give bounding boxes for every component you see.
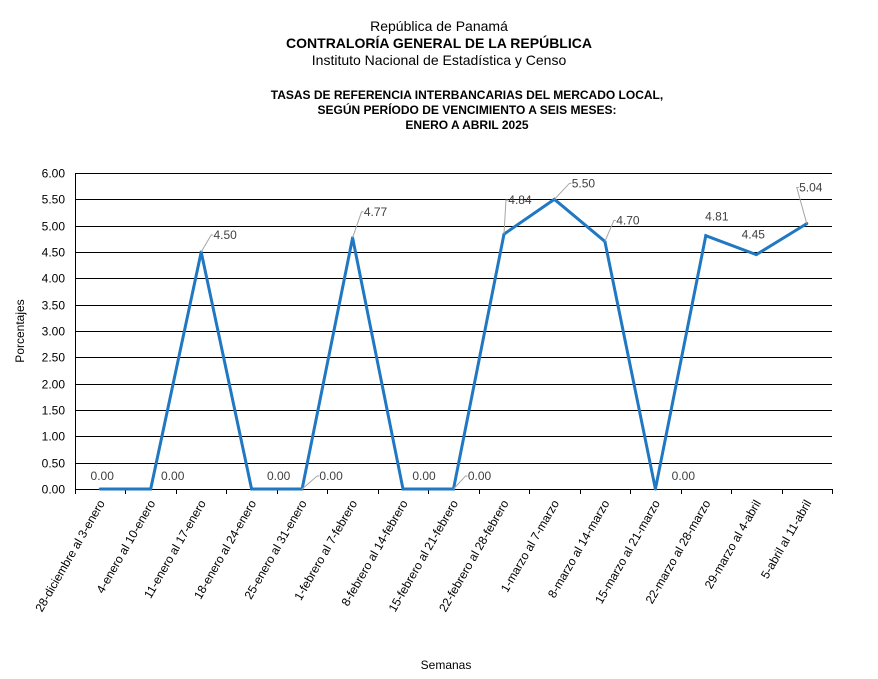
data-point xyxy=(754,253,758,257)
label-leader-line xyxy=(453,475,468,490)
chart-title-line2: SEGÚN PERÍODO DE VENCIMIENTO A SEIS MESE… xyxy=(317,103,617,117)
data-label: 0.00 xyxy=(161,469,185,483)
data-label: 4.50 xyxy=(213,228,237,242)
data-label: 0.00 xyxy=(468,469,492,483)
data-point xyxy=(653,487,657,491)
y-tick-label: 6.00 xyxy=(42,167,66,181)
label-leader-line xyxy=(796,187,808,224)
y-tick-label: 3.00 xyxy=(42,325,66,339)
data-label: 0.00 xyxy=(267,469,291,483)
label-leader-line xyxy=(301,475,320,490)
x-tick-label: 29-marzo al 4-abril xyxy=(702,498,764,592)
data-label: 4.81 xyxy=(705,210,729,224)
y-tick-label: 0.50 xyxy=(42,457,66,471)
label-leader-line xyxy=(604,219,616,242)
x-axis-title: Semanas xyxy=(421,658,472,672)
y-tick-label: 0.00 xyxy=(42,483,66,497)
header-institute: Instituto Nacional de Estadística y Cens… xyxy=(311,52,567,68)
data-label: 4.45 xyxy=(742,228,766,242)
data-point xyxy=(704,234,708,238)
header-country: República de Panamá xyxy=(370,18,508,34)
label-leader-line xyxy=(200,234,214,253)
data-label: 4.77 xyxy=(364,205,388,219)
y-tick-label: 3.50 xyxy=(42,299,66,313)
data-label: 5.50 xyxy=(572,176,596,190)
chart-title-line1: TASAS DE REFERENCIA INTERBANCARIAS DEL M… xyxy=(270,88,664,102)
data-label: 0.00 xyxy=(319,469,343,483)
data-label: 4.84 xyxy=(508,193,532,207)
label-leader-line xyxy=(352,211,364,238)
label-leader-line xyxy=(503,199,508,235)
x-tick-label: 5-abril al 11-abril xyxy=(758,498,814,582)
data-point xyxy=(401,487,405,491)
chart-title-line3: ENERO A ABRIL 2025 xyxy=(405,118,529,132)
y-axis-title: Porcentajes xyxy=(13,299,27,362)
data-label: 0.00 xyxy=(91,469,115,483)
data-point xyxy=(98,487,102,491)
y-tick-label: 5.00 xyxy=(42,220,66,234)
y-tick-label: 1.00 xyxy=(42,430,66,444)
header-institution: CONTRALORÍA GENERAL DE LA REPÚBLICA xyxy=(286,35,592,51)
y-tick-label: 2.00 xyxy=(42,378,66,392)
data-label: 5.04 xyxy=(799,181,823,195)
label-leader-line xyxy=(554,182,572,200)
data-point xyxy=(250,487,254,491)
x-tick-label: 28-diciembre al 3-enero xyxy=(32,497,108,614)
data-label: 0.00 xyxy=(672,469,696,483)
data-label: 4.70 xyxy=(616,213,640,227)
y-tick-label: 5.50 xyxy=(42,193,66,207)
y-tick-label: 4.00 xyxy=(42,272,66,286)
y-tick-label: 4.50 xyxy=(42,246,66,260)
data-label: 0.00 xyxy=(412,469,436,483)
y-tick-label: 1.50 xyxy=(42,404,66,418)
data-point xyxy=(149,487,153,491)
y-tick-label: 2.50 xyxy=(42,351,66,365)
